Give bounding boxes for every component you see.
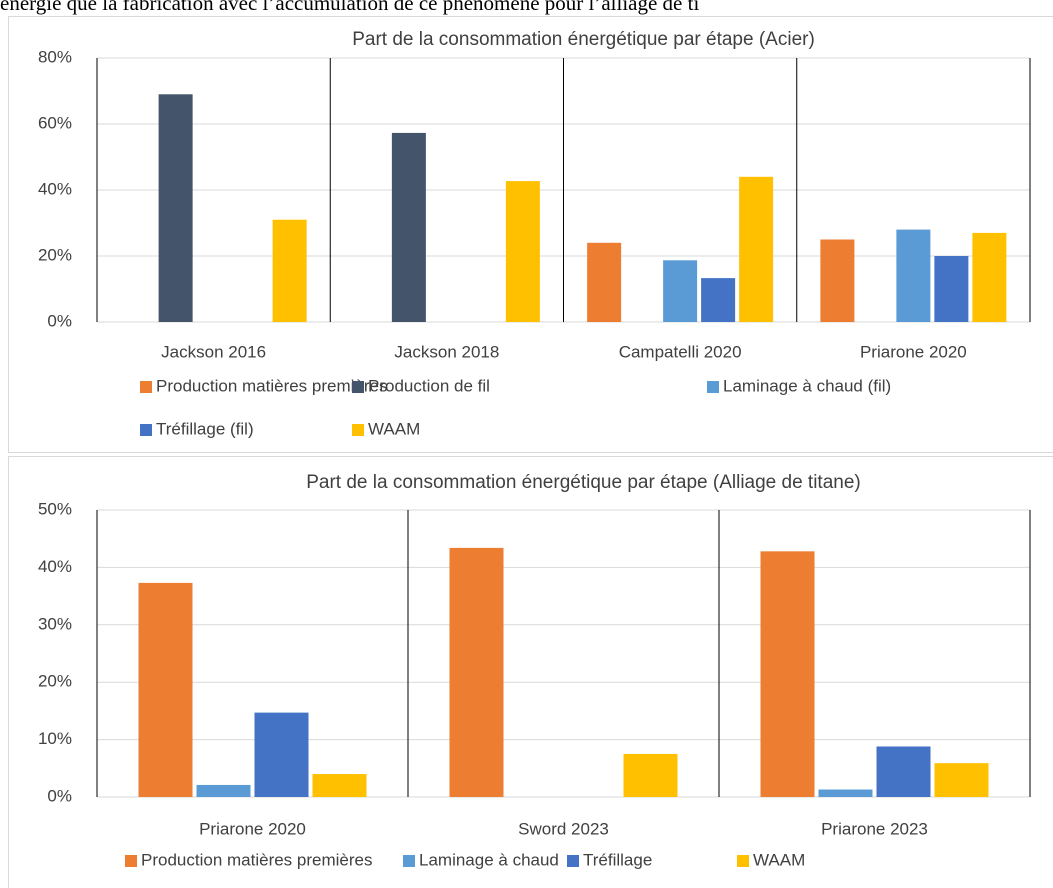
y-tick-label: 30% xyxy=(38,614,72,633)
bar xyxy=(972,232,1007,322)
legend-swatch xyxy=(352,424,364,436)
bar xyxy=(701,278,736,322)
bar xyxy=(663,260,698,322)
chart-title: Part de la consommation énergétique par … xyxy=(306,472,861,493)
bar xyxy=(449,547,504,797)
y-tick-label: 80% xyxy=(38,47,72,66)
bar xyxy=(196,784,251,797)
y-tick-label: 0% xyxy=(47,311,72,330)
bar xyxy=(254,712,309,797)
x-tick-label: Sword 2023 xyxy=(518,819,609,838)
x-tick-label: Priarone 2023 xyxy=(821,819,928,838)
legend-swatch xyxy=(567,855,579,867)
bar xyxy=(934,256,969,322)
y-tick-label: 40% xyxy=(38,179,72,198)
legend-swatch xyxy=(737,855,749,867)
y-tick-label: 0% xyxy=(47,786,72,805)
y-tick-label: 50% xyxy=(38,499,72,518)
legend-swatch xyxy=(707,381,719,393)
bar xyxy=(587,242,622,322)
legend-label: Laminage à chaud xyxy=(419,850,559,869)
y-tick-label: 10% xyxy=(38,729,72,748)
bar xyxy=(820,239,855,322)
bar xyxy=(272,219,307,322)
legend-label: Production matières premières xyxy=(156,376,387,395)
bar xyxy=(158,94,193,322)
legend-swatch xyxy=(140,424,152,436)
legend-label: Tréfillage (fil) xyxy=(156,419,254,438)
chart-frame xyxy=(8,456,1053,888)
y-tick-label: 20% xyxy=(38,245,72,264)
bar xyxy=(760,551,815,797)
y-tick-label: 20% xyxy=(38,672,72,691)
y-tick-label: 60% xyxy=(38,113,72,132)
chart-title: Part de la consommation énergétique par … xyxy=(352,29,815,50)
body-text: énergie que la fabrication avec l’accumu… xyxy=(0,0,700,15)
legend-label: WAAM xyxy=(368,419,420,438)
bar xyxy=(623,753,678,797)
legend-label: Production matières premières xyxy=(141,850,372,869)
legend-swatch xyxy=(403,855,415,867)
legend-label: Tréfillage xyxy=(583,850,652,869)
x-tick-label: Jackson 2016 xyxy=(161,342,266,361)
bar xyxy=(391,132,426,322)
x-tick-label: Jackson 2018 xyxy=(394,342,499,361)
x-tick-label: Priarone 2020 xyxy=(199,819,306,838)
legend-label: WAAM xyxy=(753,850,805,869)
x-tick-label: Priarone 2020 xyxy=(860,342,967,361)
bar xyxy=(896,229,931,322)
bar xyxy=(312,774,367,797)
bar xyxy=(138,582,193,797)
legend-swatch xyxy=(140,381,152,393)
chart-frame xyxy=(8,16,1053,453)
bar xyxy=(876,746,931,797)
bar xyxy=(505,181,540,322)
bar xyxy=(934,763,989,797)
bar xyxy=(739,176,774,322)
bar xyxy=(818,789,873,797)
x-tick-label: Campatelli 2020 xyxy=(619,342,742,361)
y-tick-label: 40% xyxy=(38,557,72,576)
legend-label: Laminage à chaud (fil) xyxy=(723,376,891,395)
legend-swatch xyxy=(352,381,364,393)
legend-swatch xyxy=(125,855,137,867)
legend-label: Production de fil xyxy=(368,376,490,395)
